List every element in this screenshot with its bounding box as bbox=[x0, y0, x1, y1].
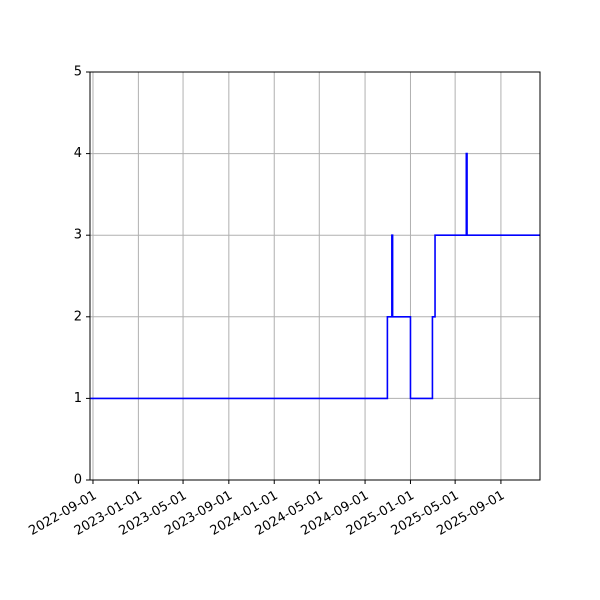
y-tick-label: 3 bbox=[74, 228, 82, 243]
y-tick-label: 1 bbox=[74, 391, 82, 406]
y-tick-label: 4 bbox=[74, 146, 82, 161]
grid bbox=[90, 71, 540, 481]
x-axis: 2022-09-012023-01-012023-05-012023-09-01… bbox=[26, 480, 507, 539]
plot-frame bbox=[89, 71, 541, 481]
y-axis: 0 1 2 3 4 5 bbox=[74, 65, 90, 488]
series-group bbox=[90, 152, 540, 400]
y-tick-label: 5 bbox=[74, 65, 82, 80]
y-tick-label: 0 bbox=[74, 473, 82, 488]
y-tick-label: 2 bbox=[74, 309, 82, 324]
series-line-0 bbox=[90, 152, 540, 400]
